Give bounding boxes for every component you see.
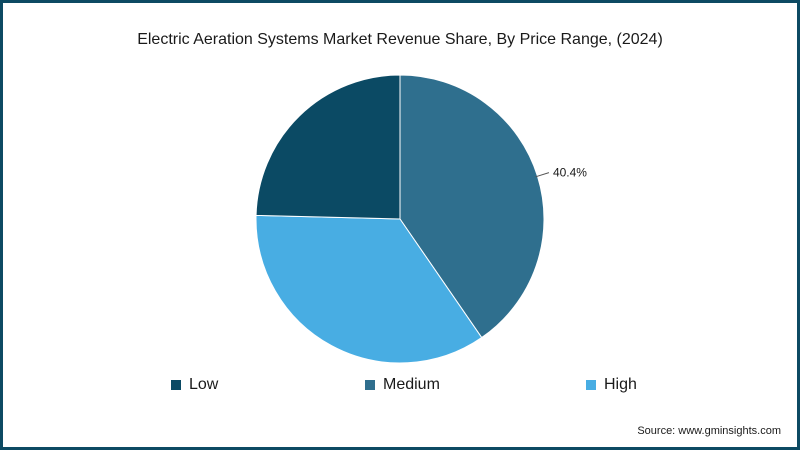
legend-label-high: High <box>604 376 637 393</box>
legend-swatch-medium <box>365 380 375 390</box>
legend-item-high: High <box>586 374 637 396</box>
chart-title: Electric Aeration Systems Market Revenue… <box>137 31 663 48</box>
legend-swatch-low <box>171 380 181 390</box>
legend-swatch-high <box>586 380 596 390</box>
pie-slice-low <box>255 74 401 220</box>
source-note: Source: www.gminsights.com <box>637 425 781 437</box>
pie-slice-high <box>255 214 483 364</box>
legend-label-low: Low <box>189 376 219 393</box>
legend-item-low: Low <box>171 374 218 396</box>
legend-item-medium: Medium <box>365 374 440 396</box>
legend: Low Medium High <box>0 374 800 396</box>
legend-label-medium: Medium <box>383 376 440 393</box>
data-label-leader-medium <box>535 172 550 178</box>
data-label-medium: 40.4% <box>553 166 587 180</box>
